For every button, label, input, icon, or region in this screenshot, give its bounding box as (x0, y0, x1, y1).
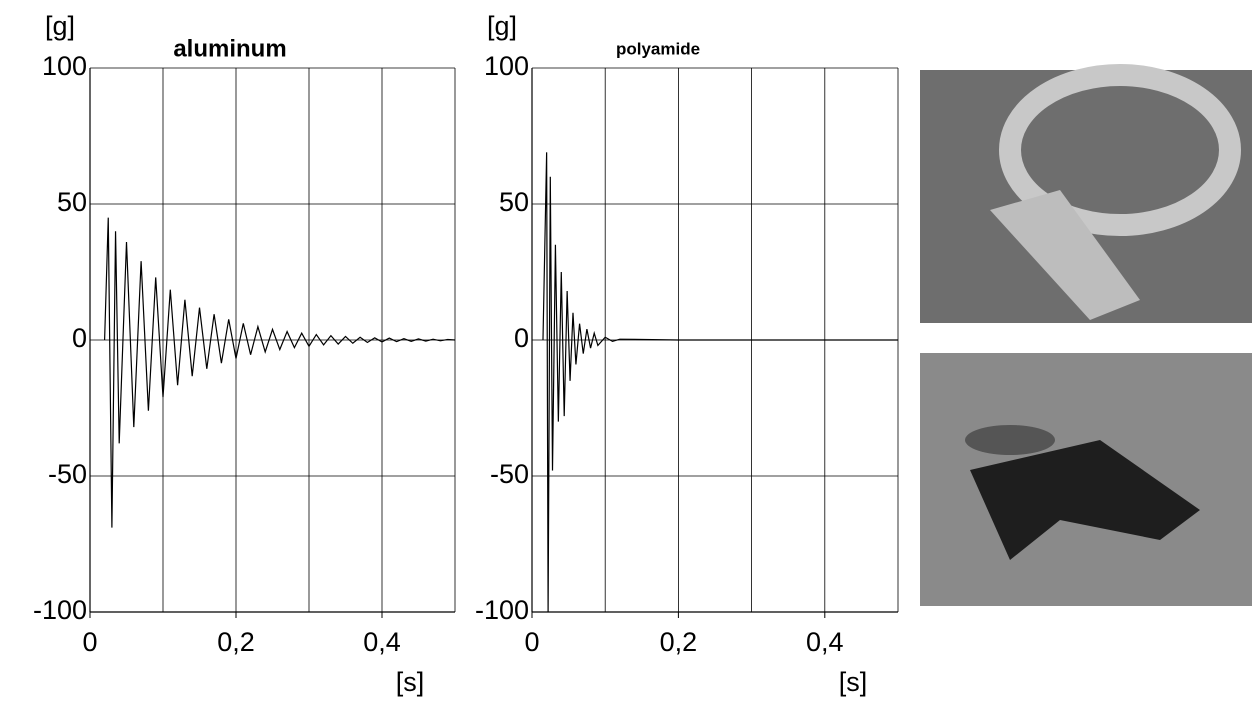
x-tick-label: 0,2 (660, 627, 698, 657)
x-tick-label: 0,4 (363, 627, 401, 657)
chart-title: aluminum (173, 35, 286, 62)
x-tick-label: 0,4 (806, 627, 844, 657)
y-tick-label: 100 (484, 51, 529, 81)
x-tick-label: 0 (82, 627, 97, 657)
photo-detail (990, 190, 1140, 320)
y-tick-label: -100 (33, 595, 87, 625)
y-tick-label: 50 (57, 187, 87, 217)
series-line (542, 152, 898, 613)
x-axis-label: [s] (839, 667, 868, 697)
x-tick-label: 0 (524, 627, 539, 657)
series-line (104, 217, 456, 528)
photo-detail (965, 425, 1055, 455)
y-tick-label: 50 (499, 187, 529, 217)
x-axis-label: [s] (396, 667, 425, 697)
y-tick-label: -100 (475, 595, 529, 625)
y-axis-label: [g] (45, 11, 75, 41)
y-tick-label: 0 (72, 323, 87, 353)
chart-title: polyamide (616, 39, 700, 58)
photo-detail (999, 64, 1241, 236)
photo-detail (970, 440, 1200, 560)
y-tick-label: 100 (42, 51, 87, 81)
y-tick-label: -50 (48, 459, 87, 489)
y-tick-label: -50 (490, 459, 529, 489)
y-axis-label: [g] (487, 11, 517, 41)
y-tick-label: 0 (514, 323, 529, 353)
x-tick-label: 0,2 (217, 627, 255, 657)
